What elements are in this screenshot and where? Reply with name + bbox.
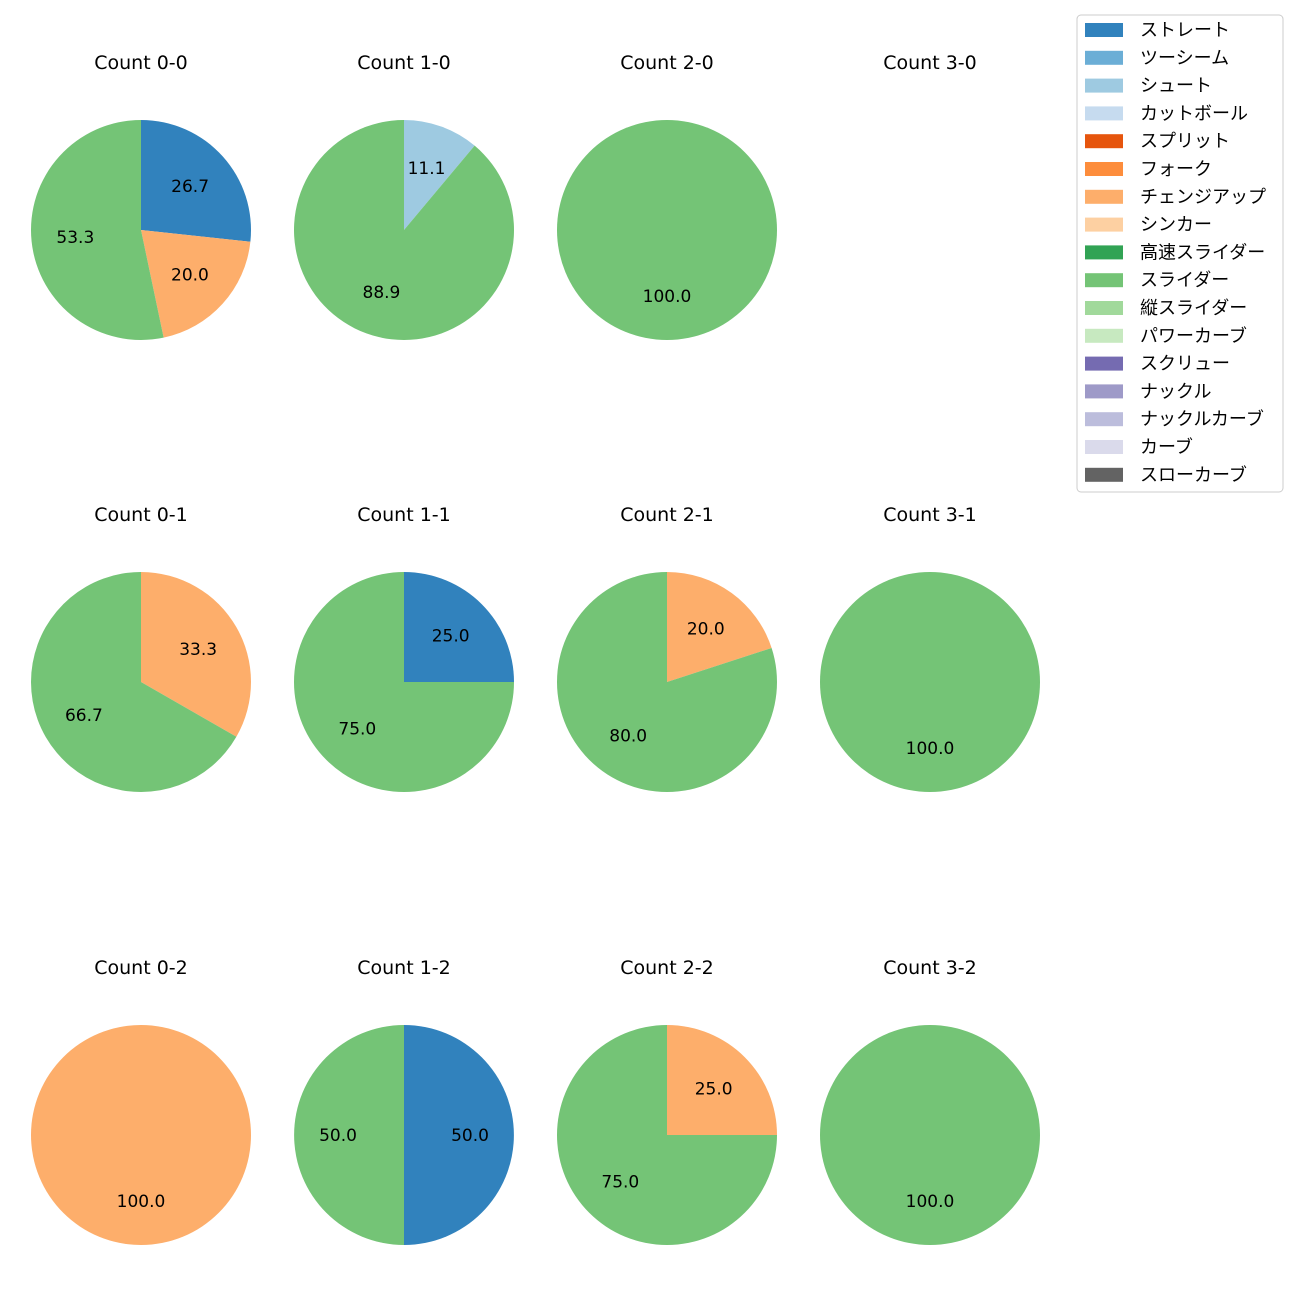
legend-label: カーブ (1140, 436, 1193, 458)
pie-title: Count 1-2 (357, 957, 451, 979)
pie-title: Count 0-1 (94, 504, 188, 526)
slice-label: 53.3 (56, 228, 94, 248)
slice-label: 75.0 (601, 1173, 639, 1193)
pie-count-0-2: Count 0-2 100.0 (31, 957, 251, 1245)
slice-label: 100.0 (117, 1192, 166, 1212)
pie-count-3-1: Count 3-1 100.0 (820, 504, 1040, 792)
legend-label: スローカーブ (1140, 464, 1247, 486)
slice-label: 100.0 (643, 287, 692, 307)
pie-count-0-1: Count 0-1 33.3 66.7 (30, 504, 251, 792)
pie-count-3-2: Count 3-2 100.0 (820, 957, 1040, 1245)
pie-title: Count 3-2 (883, 957, 977, 979)
legend-swatch (1085, 78, 1123, 93)
slice-label: 75.0 (338, 720, 376, 740)
pie-slice (820, 572, 1040, 792)
pie-title: Count 2-0 (620, 52, 714, 74)
legend-swatch (1085, 356, 1123, 371)
pie-title: Count 2-2 (620, 957, 714, 979)
slice-label: 100.0 (906, 739, 955, 759)
pie-title: Count 0-0 (94, 52, 188, 74)
pie-slice (404, 120, 475, 230)
slice-label: 100.0 (906, 1192, 955, 1212)
legend-label: 高速スライダー (1140, 242, 1265, 263)
slice-label: 20.0 (171, 265, 209, 285)
pie-count-2-1: Count 2-1 20.0 80.0 (557, 504, 777, 792)
slice-label: 66.7 (65, 706, 103, 726)
legend-swatch (1085, 467, 1123, 482)
pie-count-3-0: Count 3-0 (883, 52, 977, 74)
legend-label: スライダー (1140, 270, 1229, 291)
legend-label: チェンジアップ (1140, 187, 1266, 208)
pie-slice (293, 120, 514, 340)
pie-slice (820, 1025, 1040, 1245)
pie-count-1-1: Count 1-1 25.0 75.0 (294, 504, 514, 792)
legend-label: スクリュー (1140, 354, 1230, 375)
legend-label: ツーシーム (1140, 48, 1229, 69)
pie-slice (30, 572, 237, 792)
pie-slice (667, 572, 772, 682)
pie-slice (557, 1025, 777, 1245)
pie-count-1-0: Count 1-0 11.1 88.9 (293, 52, 514, 340)
slice-label: 26.7 (171, 177, 209, 197)
legend-label: ナックル (1140, 381, 1211, 402)
pie-title: Count 3-0 (883, 52, 977, 74)
pie-title: Count 1-1 (357, 504, 451, 526)
pie-slice (30, 120, 164, 341)
legend-label: フォーク (1140, 159, 1212, 180)
legend-label: シュート (1140, 76, 1212, 97)
slice-label: 50.0 (319, 1126, 357, 1146)
pie-slice (141, 230, 251, 338)
pie-slice (404, 1025, 514, 1245)
legend-swatch (1085, 273, 1123, 288)
legend-swatch (1085, 23, 1123, 37)
pie-slice (31, 1025, 251, 1245)
legend-label: スプリット (1140, 131, 1230, 152)
slice-label: 25.0 (695, 1079, 733, 1099)
pie-slice (294, 1025, 404, 1245)
legend-label: カットボール (1140, 103, 1248, 124)
legend-swatch (1085, 106, 1123, 121)
legend-label: パワーカーブ (1140, 325, 1247, 347)
legend-swatch (1085, 162, 1123, 176)
pie-count-0-0: Count 0-0 26.7 20.0 53.3 (30, 52, 251, 341)
legend-swatch (1085, 301, 1123, 315)
slice-label: 80.0 (609, 726, 647, 746)
pie-title: Count 1-0 (357, 52, 451, 74)
pie-count-2-2: Count 2-2 25.0 75.0 (557, 957, 777, 1245)
legend-label: ナックルカーブ (1140, 408, 1264, 430)
legend: ストレートツーシームシュートカットボールスプリットフォークチェンジアップシンカー… (1076, 14, 1284, 493)
pie-count-2-0: Count 2-0 100.0 (557, 52, 777, 340)
legend-swatch (1085, 245, 1123, 260)
pie-title: Count 0-2 (94, 957, 188, 979)
pie-slice (404, 572, 514, 682)
pie-slice (294, 572, 514, 792)
legend-swatch (1085, 134, 1123, 149)
slice-label: 33.3 (179, 640, 217, 660)
legend-swatch (1085, 217, 1123, 232)
legend-label: シンカー (1140, 215, 1212, 236)
legend-swatch (1085, 384, 1123, 399)
legend-label: ストレート (1140, 20, 1230, 41)
pie-title: Count 2-1 (620, 504, 714, 526)
slice-label: 88.9 (363, 283, 401, 303)
legend-label: 縦スライダー (1140, 298, 1247, 319)
legend-swatch (1085, 412, 1123, 427)
legend-swatch (1085, 50, 1123, 65)
slice-label: 11.1 (408, 159, 446, 179)
legend-swatch (1085, 328, 1123, 343)
pie-slice (141, 120, 251, 242)
pie-count-1-2: Count 1-2 50.0 50.0 (294, 957, 514, 1245)
legend-frame (1076, 14, 1284, 493)
slice-label: 25.0 (432, 626, 470, 646)
pie-title: Count 3-1 (883, 504, 977, 526)
pie-slice (557, 120, 777, 340)
legend-swatch (1085, 440, 1123, 454)
legend-swatch (1085, 189, 1123, 204)
pie-slice (667, 1025, 777, 1135)
slice-label: 50.0 (451, 1126, 489, 1146)
slice-label: 20.0 (687, 620, 725, 640)
pie-slice (557, 572, 777, 792)
pie-slice (141, 572, 251, 737)
